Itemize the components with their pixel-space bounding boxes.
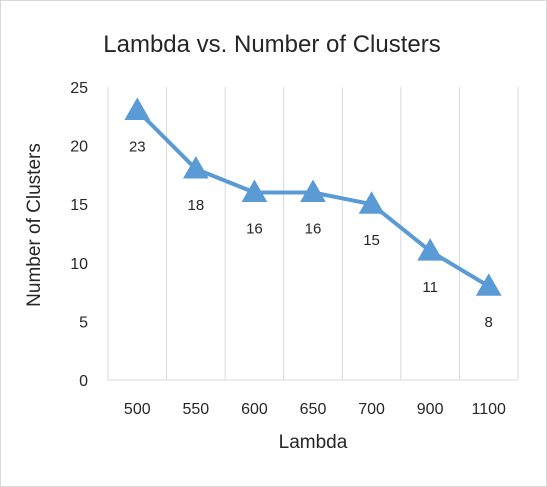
data-point-marker bbox=[358, 191, 385, 214]
data-point-marker bbox=[241, 179, 268, 202]
data-label: 18 bbox=[188, 197, 205, 214]
chart-title: Lambda vs. Number of Clusters bbox=[103, 31, 440, 58]
y-tick-label: 15 bbox=[70, 197, 88, 214]
x-axis-ticks: 500 550 600 650 700 900 1100 bbox=[124, 401, 506, 418]
y-axis-ticks: 0 5 10 15 20 25 bbox=[70, 80, 88, 390]
y-tick-label: 20 bbox=[70, 139, 88, 156]
gridlines bbox=[107, 87, 519, 380]
data-label: 11 bbox=[422, 279, 438, 296]
x-tick-label: 600 bbox=[241, 401, 268, 418]
data-point-marker bbox=[417, 238, 444, 261]
data-point-marker bbox=[475, 273, 502, 296]
x-tick-label: 900 bbox=[417, 401, 444, 418]
y-tick-label: 5 bbox=[79, 314, 88, 331]
series-markers bbox=[124, 97, 502, 296]
x-tick-label: 700 bbox=[358, 401, 385, 418]
x-tick-label: 500 bbox=[124, 401, 151, 418]
y-tick-label: 0 bbox=[79, 373, 88, 390]
data-labels: 23 18 16 16 15 11 8 bbox=[129, 138, 493, 331]
y-axis-title: Number of Clusters bbox=[24, 143, 45, 307]
x-tick-label: 550 bbox=[183, 401, 210, 418]
x-axis-title: Lambda bbox=[279, 432, 348, 453]
data-label: 15 bbox=[363, 232, 380, 249]
data-point-marker bbox=[124, 97, 151, 120]
y-tick-label: 25 bbox=[70, 80, 88, 97]
data-label: 16 bbox=[246, 220, 263, 237]
data-label: 23 bbox=[129, 138, 146, 155]
data-label: 8 bbox=[485, 314, 493, 331]
y-tick-label: 10 bbox=[70, 256, 88, 273]
x-tick-label: 1100 bbox=[472, 401, 507, 418]
data-label: 16 bbox=[305, 220, 322, 237]
data-point-marker bbox=[300, 179, 326, 202]
data-point-marker bbox=[182, 156, 209, 179]
x-tick-label: 650 bbox=[300, 401, 327, 418]
